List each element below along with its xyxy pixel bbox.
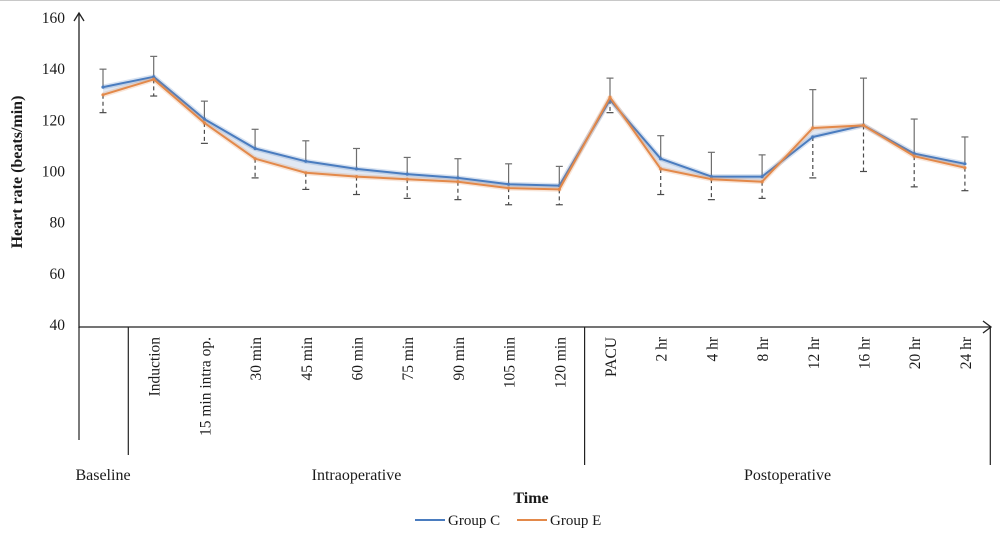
group-c-point — [304, 159, 308, 163]
group-e-point — [507, 186, 511, 190]
x-tick-label: 24 hr — [958, 336, 975, 369]
group-e-point — [861, 123, 866, 127]
series-group-c — [101, 74, 967, 189]
series-group-e — [101, 76, 967, 192]
phase-label: Postoperative — [744, 467, 831, 484]
group-e-point — [557, 187, 561, 191]
group-c-point — [507, 182, 511, 186]
group-c-point — [354, 167, 359, 171]
y-tick-label: 60 — [50, 266, 66, 283]
group-e-point — [101, 93, 105, 97]
group-c-point — [253, 146, 257, 151]
group-c-point — [659, 157, 663, 161]
legend: Group C Group E — [415, 513, 601, 529]
group-e-point — [912, 154, 916, 158]
legend-label: Group E — [550, 513, 601, 529]
x-tick-label: 60 min — [350, 337, 367, 381]
x-tick-label: Induction — [147, 337, 164, 397]
group-e-point — [354, 175, 359, 179]
group-c-point — [202, 117, 206, 121]
y-tick-label: 160 — [42, 10, 66, 27]
x-tick-label: PACU — [603, 337, 620, 377]
y-axis-arrow — [73, 11, 85, 22]
group-e-point — [608, 95, 612, 99]
x-axis-label: Time — [513, 490, 548, 507]
group-e-point — [202, 121, 206, 125]
group-e-point — [963, 166, 967, 170]
group-c-line — [102, 75, 966, 187]
axes — [73, 11, 993, 334]
y-tick-label: 80 — [50, 215, 66, 232]
group-c-point — [101, 85, 105, 89]
y-tick-label: 120 — [42, 112, 66, 129]
group-e-point — [760, 180, 764, 184]
x-tick-labels: Induction 15 min intra op. 30 min 45 min 60 … — [147, 336, 975, 436]
group-e-point — [709, 177, 714, 181]
x-tick-label: 8 hr — [755, 336, 772, 361]
group-c-point — [405, 172, 409, 176]
error-bars — [99, 55, 969, 206]
x-tick-label: 45 min — [299, 337, 316, 381]
x-tick-label: 15 min intra op. — [197, 337, 214, 436]
group-e-point — [253, 157, 257, 161]
group-e-point — [456, 180, 460, 184]
group-c-point — [152, 75, 156, 79]
group-c-point — [456, 176, 460, 180]
y-tick-label: 40 — [50, 317, 66, 334]
x-tick-label: 4 hr — [704, 336, 721, 361]
x-tick-label: 2 hr — [654, 336, 671, 361]
x-axis-arrow — [982, 320, 993, 334]
x-tick-label: 75 min — [400, 337, 417, 381]
group-c-point — [811, 135, 815, 139]
x-tick-label: 90 min — [451, 337, 468, 381]
x-tick-label: 105 min — [502, 337, 519, 388]
group-e-point — [304, 171, 308, 175]
phase-label: Intraoperative — [312, 467, 402, 484]
group-c-point — [760, 175, 764, 179]
x-tick-label: 120 min — [552, 337, 569, 388]
group-e-point — [405, 177, 409, 181]
group-c-point — [963, 162, 967, 166]
x-tick-label: 16 hr — [857, 336, 874, 369]
group-e-point — [152, 77, 156, 81]
group-c-point — [912, 152, 916, 156]
phase-dividers — [78, 327, 991, 465]
x-tick-label: 12 hr — [806, 336, 823, 369]
group-e-point — [811, 126, 815, 130]
group-c-point — [709, 175, 714, 179]
y-tick-label: 100 — [42, 164, 66, 181]
x-tick-label: 20 hr — [907, 336, 924, 369]
group-e-line — [102, 78, 966, 191]
legend-item: Group C — [415, 513, 500, 529]
y-tick-labels: 40 60 80 100 120 140 160 — [42, 10, 66, 334]
x-tick-label: 30 min — [248, 337, 265, 381]
phase-label: Baseline — [75, 467, 130, 484]
group-e-point — [659, 167, 663, 171]
legend-label: Group C — [448, 513, 500, 529]
legend-item: Group E — [517, 513, 601, 529]
phase-labels: Baseline Intraoperative Postoperative — [75, 467, 831, 484]
y-tick-label: 140 — [42, 61, 66, 78]
y-axis-label: Heart rate (beats/min) — [9, 96, 26, 249]
